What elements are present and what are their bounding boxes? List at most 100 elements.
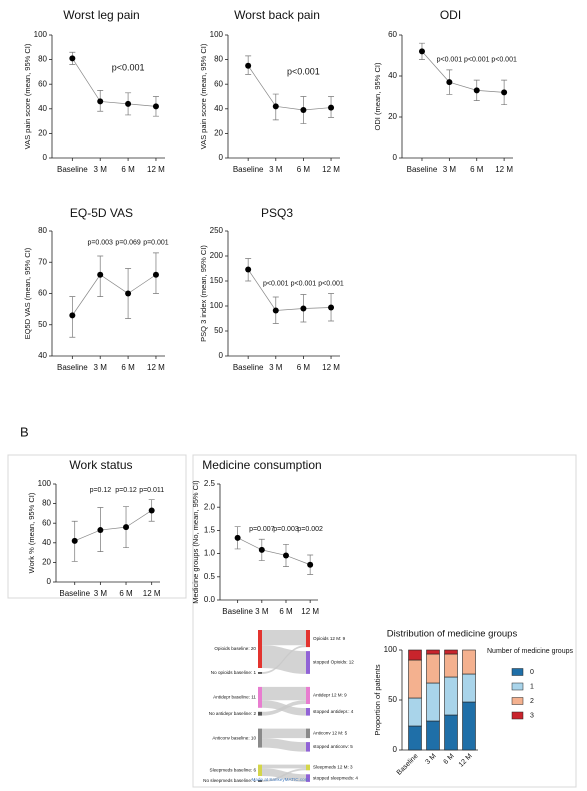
point	[328, 104, 335, 111]
point	[300, 305, 307, 312]
sankey-node	[306, 708, 310, 716]
y-tick-label: 60	[38, 289, 47, 298]
y-tick-label: 100	[210, 301, 224, 310]
y-tick-label: 70	[38, 257, 47, 266]
x-tick-label: 6 M	[297, 363, 311, 372]
sankey-node	[306, 774, 310, 782]
x-tick-label: 12 M	[495, 165, 513, 174]
chart-title: PSQ3	[261, 206, 293, 220]
legend-label: 3	[530, 712, 534, 719]
bar-segment	[408, 659, 422, 699]
annotation: p=0.007	[249, 526, 275, 533]
x-tick-label: 3 M	[443, 165, 457, 174]
sankey-footer: Made at SankeyMATIC.com	[251, 777, 308, 782]
y-tick-label: 100	[210, 30, 224, 39]
sankey-label: Opioids baseline: 20	[214, 646, 256, 651]
legend-swatch	[511, 682, 524, 691]
point	[272, 103, 279, 110]
sankey-label: Anticonv 12 M: 5	[313, 731, 348, 736]
point	[123, 524, 130, 531]
line	[421, 51, 505, 93]
y-axis-label: Proportion of patients	[373, 664, 382, 736]
annotation: p<0.001	[287, 66, 320, 76]
point	[300, 107, 307, 114]
y-tick-label: 60	[38, 79, 47, 88]
x-tick-label: Baseline	[59, 589, 90, 598]
bar-segment	[408, 649, 422, 661]
y-tick-label: 20	[214, 129, 223, 138]
y-tick-label: 2.0	[204, 502, 216, 511]
sankey-flow	[262, 645, 306, 674]
x-tick-label: 6 M	[443, 753, 456, 766]
x-tick-label: Baseline	[57, 165, 88, 174]
chart-title: EQ-5D VAS	[70, 206, 133, 220]
point	[148, 507, 155, 514]
x-tick-label: 6 M	[470, 165, 484, 174]
y-tick-label: 100	[34, 30, 48, 39]
y-tick-label: 2.5	[204, 479, 216, 488]
y-tick-label: 50	[388, 695, 397, 704]
point	[328, 304, 335, 311]
legend-label: 0	[530, 669, 534, 676]
y-tick-label: 40	[38, 351, 47, 360]
legend-swatch	[511, 697, 524, 705]
sankey-label: Antidepr 12 M: 9	[313, 693, 347, 698]
y-axis-label: ODI (mean, 95% CI)	[373, 62, 382, 130]
x-tick-label: Baseline	[396, 753, 420, 777]
annotation: p=0.003	[273, 526, 299, 533]
point	[97, 527, 104, 534]
sankey-flow	[262, 764, 306, 769]
sankey-node	[306, 728, 310, 739]
y-tick-label: 200	[210, 251, 224, 260]
y-tick-label: 40	[42, 538, 51, 547]
bar-segment	[426, 720, 440, 751]
sankey-label: No opioids baseline: 1	[211, 670, 257, 675]
sankey-node	[258, 764, 262, 776]
point	[125, 290, 132, 297]
bar-segment	[444, 676, 458, 716]
sankey-label: Anticonv baseline: 10	[212, 735, 256, 740]
annotation: p<0.001	[437, 57, 463, 64]
x-tick-label: 3 M	[269, 363, 283, 372]
annotation: p=0.12	[115, 487, 137, 494]
y-tick-label: 150	[210, 276, 224, 285]
x-tick-label: 6 M	[297, 165, 311, 174]
sankey-node	[306, 764, 310, 771]
annotation: p=0.12	[90, 487, 112, 494]
point	[245, 266, 252, 273]
y-tick-label: 40	[38, 104, 47, 113]
annotation: p=0.011	[139, 487, 164, 494]
sankey-node	[258, 686, 262, 708]
point	[418, 48, 425, 55]
chart-title: Work status	[69, 458, 132, 472]
sankey-label: stopped Opioids: 12	[313, 660, 354, 665]
x-tick-label: 3 M	[94, 165, 108, 174]
chart-title: Medicine consumption	[202, 458, 321, 472]
sankey-label: Sleepmeds baseline: 6	[210, 768, 257, 773]
y-axis-label: VAS pain score (mean, 95% CI)	[199, 43, 208, 149]
x-tick-label: 12 M	[322, 363, 340, 372]
y-tick-label: 0	[47, 577, 52, 586]
x-tick-label: 12 M	[147, 165, 165, 174]
sankey-node	[258, 711, 262, 716]
x-tick-label: 12 M	[147, 363, 165, 372]
y-tick-label: 50	[214, 326, 223, 335]
sankey-node	[258, 630, 262, 668]
y-tick-label: 0	[219, 153, 224, 162]
x-tick-label: 3 M	[255, 607, 269, 616]
x-tick-label: 3 M	[94, 363, 108, 372]
x-tick-label: 6 M	[279, 607, 293, 616]
point	[473, 87, 480, 94]
bar-segment	[444, 714, 458, 751]
y-axis-label: VAS pain score (mean, 95% CI)	[23, 43, 32, 149]
annotation: p<0.001	[291, 280, 317, 287]
sankey-node	[258, 780, 262, 782]
line	[237, 537, 311, 566]
bar-segment	[462, 673, 476, 703]
chart-title: Distribution of medicine groups	[387, 629, 518, 640]
point	[501, 89, 508, 96]
sankey-node	[258, 728, 262, 748]
x-tick-label: 6 M	[121, 165, 135, 174]
bar-segment	[408, 697, 422, 727]
